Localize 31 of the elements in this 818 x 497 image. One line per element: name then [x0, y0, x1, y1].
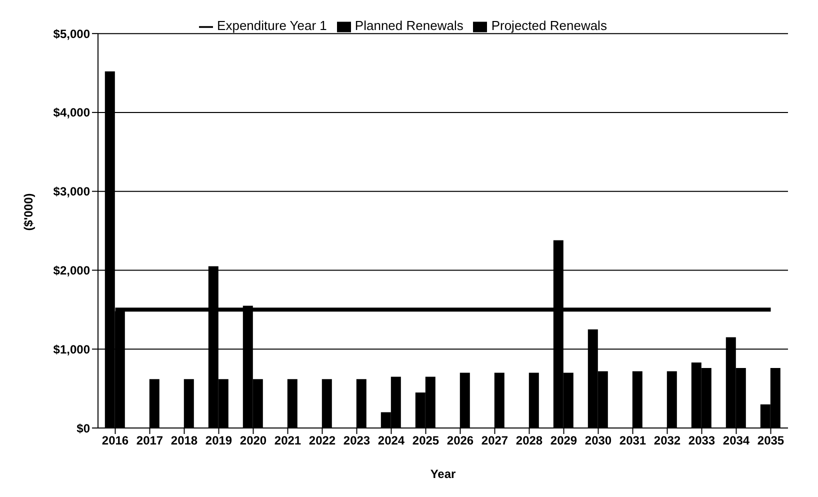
legend-label: Expenditure Year 1	[217, 18, 327, 33]
x-tick-label: 2028	[516, 434, 543, 448]
x-tick-label: 2029	[550, 434, 578, 448]
legend-label: Planned Renewals	[354, 18, 464, 33]
x-tick-label: 2031	[619, 434, 646, 448]
x-tick-label: 2027	[481, 434, 508, 448]
legend-label: Projected Renewals	[491, 18, 607, 33]
x-tick-label: 2025	[412, 434, 440, 448]
x-tick-label: 2019	[205, 434, 232, 448]
x-tick-label: 2018	[170, 434, 198, 448]
y-tick-label: $3,000	[53, 184, 90, 199]
y-tick-label: $1,000	[53, 342, 90, 356]
x-tick-label: 2020	[240, 434, 267, 448]
x-tick-label: 2035	[757, 434, 784, 448]
x-tick-label: 2022	[308, 434, 336, 448]
y-tick-label: $4,000	[53, 106, 90, 120]
x-tick-label: 2021	[274, 434, 302, 448]
x-tick-label: 2024	[378, 434, 405, 448]
x-tick-label: 2030	[584, 434, 612, 448]
x-tick-label: 2023	[343, 434, 370, 448]
x-tick-label: 2026	[446, 434, 474, 448]
y-axis-title: ($'000)	[21, 193, 36, 231]
x-tick-label: 2017	[136, 434, 164, 448]
x-tick-label: 2033	[688, 434, 716, 448]
x-tick-label: 2034	[722, 434, 750, 448]
x-tick-label: 2016	[102, 434, 129, 448]
y-tick-label: $2,000	[53, 263, 90, 278]
x-tick-label: 2032	[654, 434, 681, 448]
y-tick-label: $5,000	[53, 26, 90, 41]
y-tick-label: $0	[76, 421, 90, 436]
x-axis-title: Year	[430, 467, 456, 481]
